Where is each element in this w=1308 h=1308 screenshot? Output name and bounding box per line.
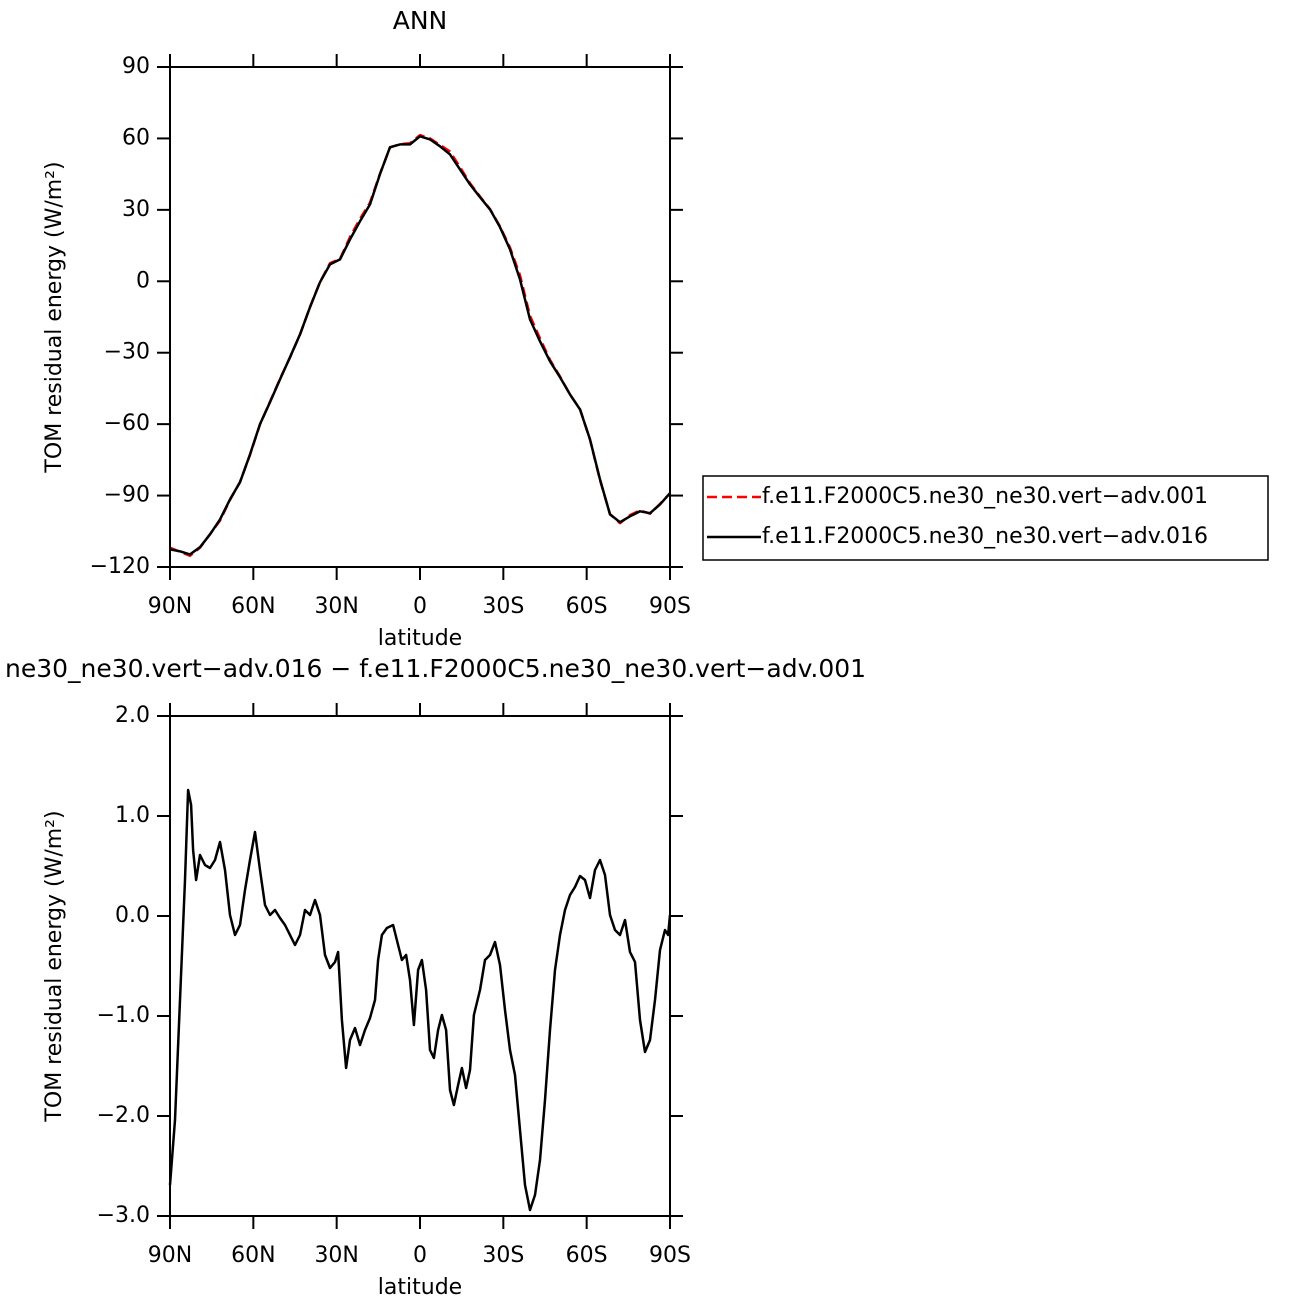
plot-frame bbox=[169, 66, 671, 568]
x-tick-label: 60S bbox=[566, 1243, 608, 1268]
y-tick-label: −120 bbox=[90, 554, 150, 579]
x-tick-label: 0 bbox=[413, 1243, 427, 1268]
y-tick-label: 2.0 bbox=[115, 703, 150, 728]
y-axis-label: TOM residual energy (W/m²) bbox=[42, 161, 67, 473]
y-tick-label: −2.0 bbox=[97, 1103, 150, 1128]
y-tick-label: 30 bbox=[122, 197, 150, 222]
x-tick-label: 60N bbox=[231, 1243, 275, 1268]
x-tick-label: 30N bbox=[314, 594, 358, 619]
y-axis-label: TOM residual energy (W/m²) bbox=[42, 810, 67, 1122]
x-tick-label: 30S bbox=[482, 1243, 524, 1268]
y-tick-label: −3.0 bbox=[97, 1203, 150, 1228]
y-tick-label: 60 bbox=[122, 125, 150, 150]
legend-label: f.e11.F2000C5.ne30_ne30.vert−adv.016 bbox=[762, 524, 1208, 549]
y-tick-label: 0 bbox=[136, 268, 150, 293]
x-tick-label: 30S bbox=[482, 594, 524, 619]
x-tick-label: 90N bbox=[148, 594, 192, 619]
data-line bbox=[168, 788, 672, 1212]
x-tick-label: 90S bbox=[649, 1243, 691, 1268]
chart-title: ne30_ne30.vert−adv.016 − f.e11.F2000C5.n… bbox=[5, 654, 866, 683]
legend-label: f.e11.F2000C5.ne30_ne30.vert−adv.001 bbox=[762, 484, 1208, 509]
data-line bbox=[169, 135, 671, 556]
x-tick-label: 60N bbox=[231, 594, 275, 619]
x-tick-label: 90S bbox=[649, 594, 691, 619]
y-tick-label: −60 bbox=[104, 411, 150, 436]
x-tick-label: 0 bbox=[413, 594, 427, 619]
x-axis-label: latitude bbox=[378, 1275, 462, 1300]
chart-title: ANN bbox=[393, 6, 448, 35]
plot-frame bbox=[169, 715, 671, 1217]
y-tick-label: −1.0 bbox=[97, 1003, 150, 1028]
x-axis-label: latitude bbox=[378, 626, 462, 651]
y-tick-label: 0.0 bbox=[115, 903, 150, 928]
data-line bbox=[169, 133, 671, 558]
y-tick-label: −30 bbox=[104, 340, 150, 365]
y-tick-label: −90 bbox=[104, 483, 150, 508]
y-tick-label: 90 bbox=[122, 54, 150, 79]
x-tick-label: 90N bbox=[148, 1243, 192, 1268]
x-tick-label: 60S bbox=[566, 594, 608, 619]
y-tick-label: 1.0 bbox=[115, 803, 150, 828]
x-tick-label: 30N bbox=[314, 1243, 358, 1268]
legend-box bbox=[702, 475, 1269, 561]
